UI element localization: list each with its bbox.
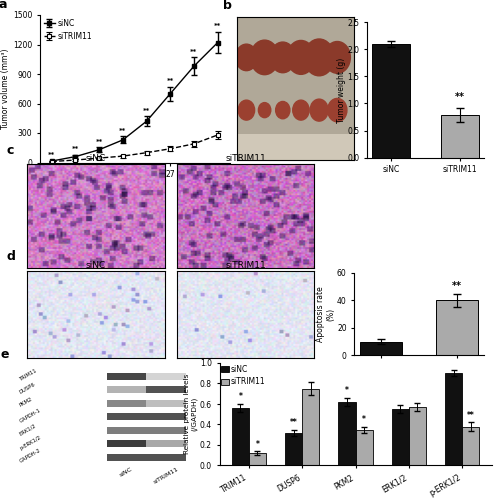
Circle shape — [304, 39, 334, 76]
Y-axis label: Tumor weight (g): Tumor weight (g) — [337, 58, 346, 122]
Legend: siNC, siTRIM11: siNC, siTRIM11 — [221, 364, 265, 386]
Text: **: ** — [143, 108, 150, 114]
Bar — [146, 372, 186, 380]
Bar — [232, 408, 249, 466]
Text: e: e — [0, 348, 9, 360]
Text: *: * — [362, 415, 366, 424]
Bar — [355, 430, 373, 466]
Bar — [372, 44, 410, 158]
Circle shape — [236, 44, 257, 70]
Bar — [409, 407, 426, 466]
Y-axis label: Relative protein levels
(/GAPDH): Relative protein levels (/GAPDH) — [184, 374, 197, 454]
Bar — [107, 454, 146, 461]
Text: **: ** — [467, 411, 475, 420]
Text: d: d — [7, 250, 16, 263]
Title: siNC: siNC — [86, 154, 106, 163]
Bar — [146, 413, 186, 420]
Bar — [436, 300, 478, 356]
Circle shape — [287, 40, 315, 74]
Bar — [338, 402, 355, 466]
Bar — [146, 400, 186, 406]
Text: **: ** — [190, 48, 198, 54]
Text: GAPDH-1: GAPDH-1 — [18, 408, 42, 424]
Bar — [107, 427, 146, 434]
Bar — [285, 432, 302, 466]
Bar — [107, 413, 146, 420]
Text: **: ** — [452, 281, 462, 291]
Title: siNC: siNC — [86, 260, 106, 270]
Text: **: ** — [167, 78, 174, 84]
Circle shape — [293, 100, 309, 120]
Text: **: ** — [455, 92, 465, 102]
Bar — [360, 342, 402, 355]
Y-axis label: Tumor volume (mm³): Tumor volume (mm³) — [1, 48, 10, 129]
Circle shape — [275, 102, 290, 119]
Title: siTRIM11: siTRIM11 — [226, 260, 266, 270]
Bar — [107, 372, 146, 380]
X-axis label: Days: Days — [124, 184, 146, 194]
Bar — [146, 386, 186, 393]
Text: **: ** — [95, 138, 103, 144]
Title: siTRIM11: siTRIM11 — [226, 154, 266, 163]
Text: GAPDH-2: GAPDH-2 — [18, 448, 42, 464]
Text: DUSP6: DUSP6 — [18, 382, 36, 395]
Text: **: ** — [214, 23, 222, 29]
Text: *: * — [345, 386, 349, 396]
Bar — [146, 440, 186, 448]
Text: TRIM11: TRIM11 — [18, 368, 38, 382]
Text: *: * — [255, 440, 259, 448]
Bar — [146, 454, 186, 461]
Text: p-ERK1/2: p-ERK1/2 — [18, 434, 42, 451]
Bar — [249, 453, 266, 466]
Bar — [146, 427, 186, 434]
Circle shape — [270, 42, 295, 72]
Bar — [302, 388, 319, 466]
Text: a: a — [0, 0, 6, 10]
Circle shape — [310, 99, 328, 121]
Circle shape — [258, 102, 271, 118]
Text: **: ** — [48, 152, 55, 158]
Text: b: b — [223, 0, 232, 12]
Circle shape — [324, 42, 350, 74]
Bar — [441, 116, 479, 158]
Circle shape — [328, 98, 347, 122]
Text: *: * — [239, 392, 243, 402]
Text: siTRIM11: siTRIM11 — [152, 466, 179, 484]
Legend: siNC, siTRIM11: siNC, siTRIM11 — [44, 19, 92, 40]
Circle shape — [238, 100, 254, 120]
Bar — [392, 409, 409, 466]
Text: **: ** — [72, 146, 79, 152]
Circle shape — [250, 40, 279, 74]
Bar — [445, 373, 462, 466]
Text: siNC: siNC — [119, 466, 134, 477]
Text: c: c — [7, 144, 14, 156]
Bar — [107, 386, 146, 393]
Text: **: ** — [290, 418, 297, 427]
Text: PKM2: PKM2 — [18, 396, 33, 408]
Bar — [462, 426, 479, 466]
Bar — [107, 440, 146, 448]
Y-axis label: Apoptosis rate
(%): Apoptosis rate (%) — [316, 286, 335, 342]
FancyBboxPatch shape — [237, 134, 354, 160]
Text: **: ** — [119, 128, 127, 134]
Text: ERK1/2: ERK1/2 — [18, 422, 37, 436]
Bar — [107, 400, 146, 406]
